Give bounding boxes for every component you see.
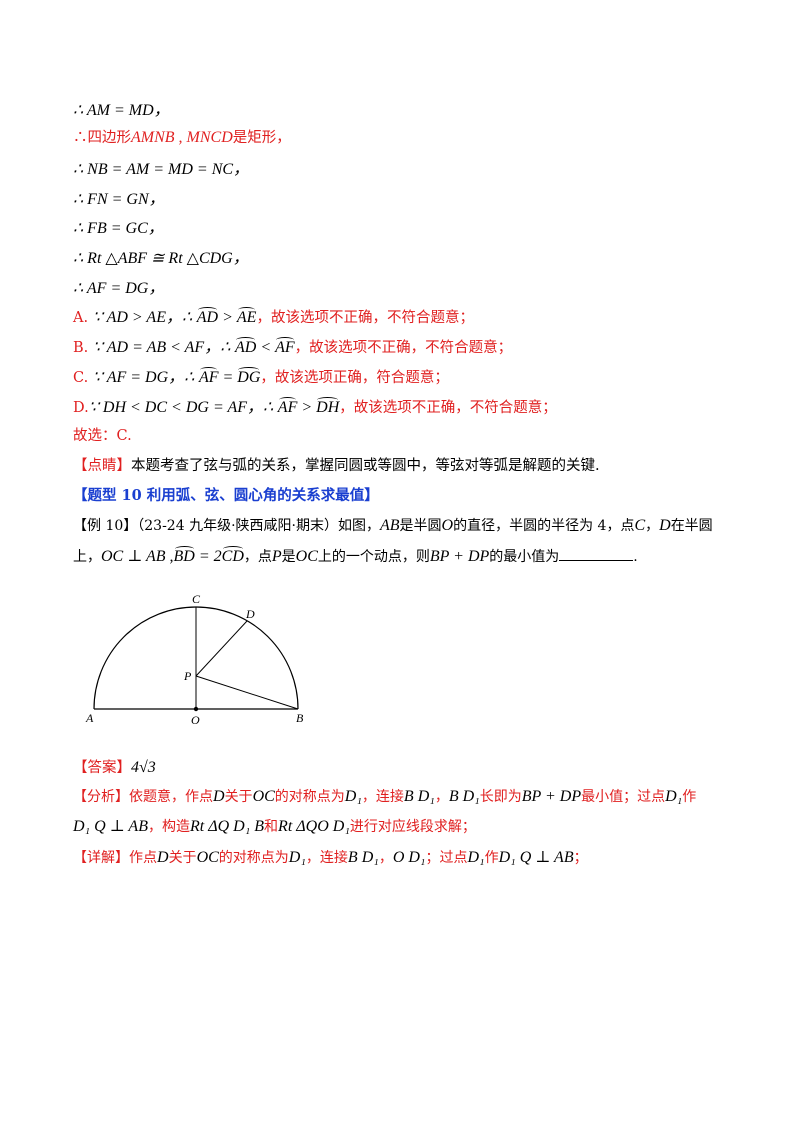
analysis-line-1: 【分析】依题意，作点D关于OC的对称点为D₁，连接B D₁，B D₁长即为BP … (73, 788, 697, 805)
option-a: A. ∵ AD > AE，∴ AD > AE，故该选项不正确，不符合题意； (73, 307, 474, 326)
option-b: B. ∵ AD = AB < AF，∴ AD < AF，故该选项不正确，不符合题… (73, 337, 513, 356)
step-am-md: ∴ AM = MD， (73, 102, 170, 119)
section-title: 【题型 10 利用弧、弦、圆心角的关系求最值】 (73, 487, 379, 504)
detail-line-1: 【详解】作点D关于OC的对称点为D₁，连接B D₁，O D₁；过点D₁作D₁ Q… (73, 849, 588, 866)
point-o (193, 706, 199, 712)
segment-pb (195, 675, 299, 710)
analysis-line-2: D₁ Q ⊥ AB，构造Rt ΔQ D₁ B和Rt ΔQO D₁进行对应线段求解… (73, 818, 476, 835)
label-o: O (191, 713, 200, 727)
example-line-1: 【例 10】（23-24 九年级·陕西咸阳·期末）如图，AB是半圆O的直径，半圆… (73, 517, 713, 534)
example-line-2: 上，OC ⊥ AB ,BD = 2CD，点P是OC上的一个动点，则BP + DP… (73, 546, 638, 565)
step-af-dg: ∴ AF = DG， (73, 280, 165, 297)
option-c: C. ∵ AF = DG，∴ AF = DG，故该选项正确，符合题意； (73, 367, 449, 386)
option-d: D.∵ DH < DC < DG = AF，∴ AF > DH，故该选项不正确，… (73, 397, 557, 416)
step-fb-gc: ∴ FB = GC， (73, 220, 164, 237)
step-congruent: ∴ Rt △ABF ≅ Rt △CDG， (73, 250, 249, 267)
segment-pd (195, 620, 248, 677)
final-choice: 故选：C. (73, 428, 132, 444)
label-c: C (192, 592, 201, 606)
answer: 【答案】4√3 (73, 759, 156, 776)
step-fn-gn: ∴ FN = GN， (73, 191, 165, 208)
answer-blank (559, 546, 634, 561)
label-d: D (245, 607, 255, 621)
semicircle-figure: A O B C D P (85, 592, 304, 727)
label-p: P (183, 669, 192, 683)
label-a: A (85, 711, 94, 725)
comment: 【点睛】本题考查了弦与弧的关系，掌握同圆或等圆中，等弦对等弧是解题的关键. (73, 458, 600, 474)
step-rectangles: ∴四边形AMNB , MNCD是矩形， (73, 129, 291, 146)
step-nb-nc: ∴ NB = AM = MD = NC， (73, 161, 250, 178)
label-b: B (296, 711, 304, 725)
